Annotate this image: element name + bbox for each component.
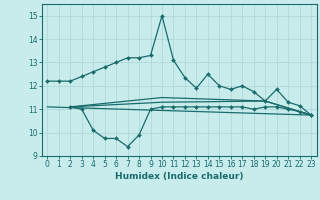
X-axis label: Humidex (Indice chaleur): Humidex (Indice chaleur)	[115, 172, 244, 181]
